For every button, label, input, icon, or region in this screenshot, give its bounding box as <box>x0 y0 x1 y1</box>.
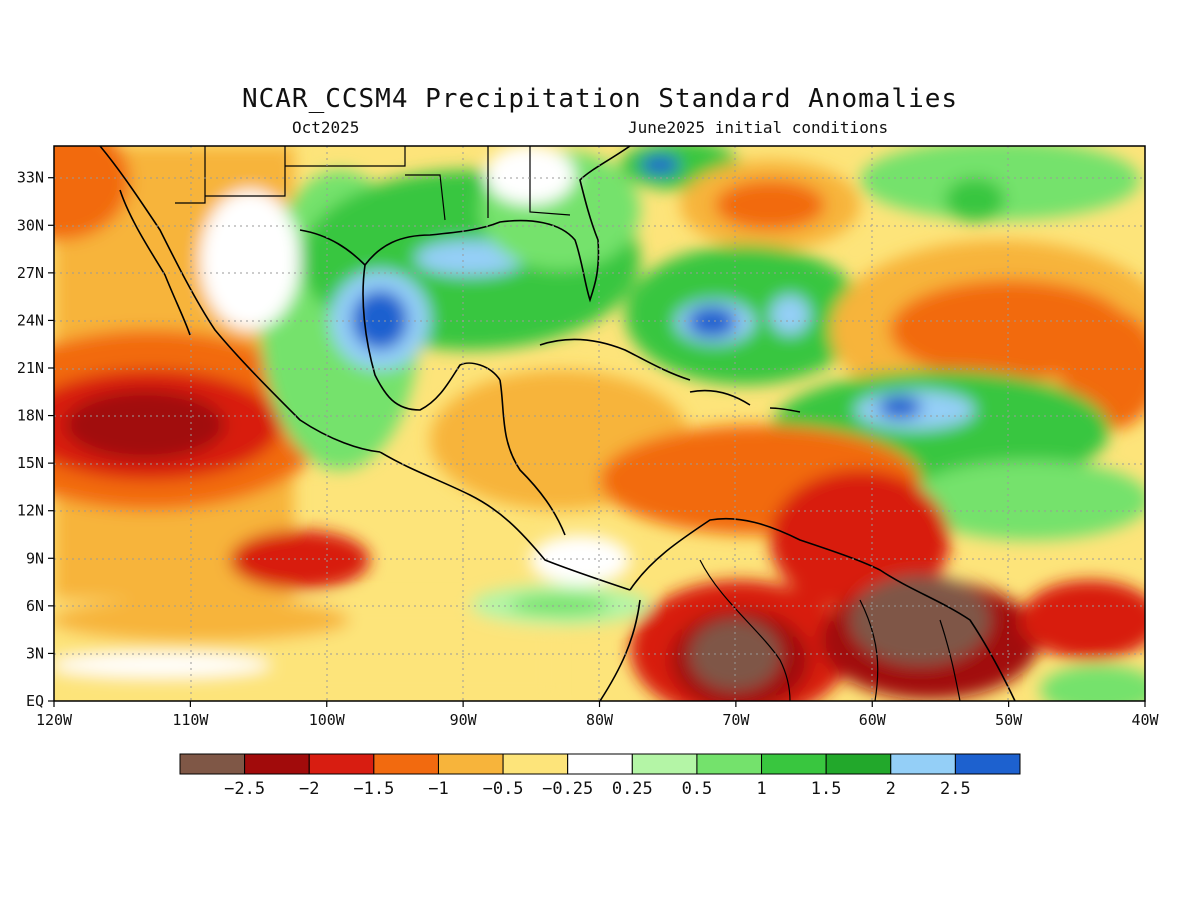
coastlines <box>99 146 1016 701</box>
lon-tick-label: 120W <box>36 711 73 729</box>
colorbar-swatch <box>179 753 246 775</box>
colorbar-label: −2.5 <box>224 779 265 799</box>
map-title: NCAR_CCSM4 Precipitation Standard Anomal… <box>241 84 959 114</box>
colorbar-swatch <box>567 753 633 775</box>
lat-tick-label: 18N <box>17 407 44 425</box>
lat-tick-label: 9N <box>26 549 44 567</box>
anomaly-field <box>54 146 1145 701</box>
lon-tick-label: 110W <box>172 711 209 729</box>
colorbar-swatch <box>825 753 892 775</box>
lat-tick-label: 21N <box>17 359 44 377</box>
lat-tick-label: 33N <box>17 169 44 187</box>
lon-tick-label: 100W <box>309 711 346 729</box>
lat-tick-label: 24N <box>17 311 44 329</box>
colorbar-label: −2 <box>299 779 319 799</box>
lon-tick-label: 60W <box>859 711 887 729</box>
colorbar-label: 0.5 <box>682 779 713 799</box>
lat-tick-label: 3N <box>26 644 44 662</box>
lat-tick-label: 15N <box>17 454 44 472</box>
colorbar-swatch <box>373 753 439 775</box>
colorbar-swatch <box>437 753 504 775</box>
colorbar-label: 2.5 <box>940 779 971 799</box>
lon-tick-label: 40W <box>1131 711 1159 729</box>
colorbar-label: −1.5 <box>353 779 394 799</box>
colorbar-swatch <box>761 753 827 775</box>
colorbar-swatch <box>244 753 310 775</box>
lat-tick-label: EQ <box>26 692 44 710</box>
colorbar-swatch <box>308 753 375 775</box>
lat-tick-label: 6N <box>26 597 44 615</box>
colorbar-swatch <box>696 753 763 775</box>
lon-tick-label: 70W <box>722 711 750 729</box>
colorbar: −2.5 −2 −1.5 −1 −0.5 −0.25 0.25 0.5 1 1.5 2 2.5 <box>179 753 1021 799</box>
colorbar-label: −0.25 <box>542 779 593 799</box>
colorbar-label: −0.5 <box>483 779 524 799</box>
lat-tick-label: 12N <box>17 502 44 520</box>
latitude-axis: EQ 3N 6N 9N 12N 15N 18N 21N 24N 27N 30N 33N <box>17 169 54 710</box>
colorbar-label: −1 <box>428 779 448 799</box>
colorbar-label: 0.25 <box>612 779 653 799</box>
colorbar-swatch <box>954 753 1021 775</box>
longitude-axis: 120W 110W 100W 90W 80W 70W 60W 50W 40W <box>36 701 1160 729</box>
colorbar-label: 1.5 <box>811 779 842 799</box>
lat-tick-label: 30N <box>17 216 44 234</box>
colorbar-swatch <box>631 753 698 775</box>
lon-tick-label: 90W <box>450 711 478 729</box>
colorbar-swatch <box>890 753 956 775</box>
initial-conditions-label: June2025 initial conditions <box>628 118 889 137</box>
lon-tick-label: 50W <box>995 711 1023 729</box>
colorbar-swatch <box>502 753 569 775</box>
valid-month-label: Oct2025 <box>292 118 360 137</box>
colorbar-label: 1 <box>756 779 766 799</box>
colorbar-label: 2 <box>886 779 896 799</box>
graticule <box>54 146 1145 701</box>
lat-tick-label: 27N <box>17 264 44 282</box>
lon-tick-label: 80W <box>586 711 614 729</box>
